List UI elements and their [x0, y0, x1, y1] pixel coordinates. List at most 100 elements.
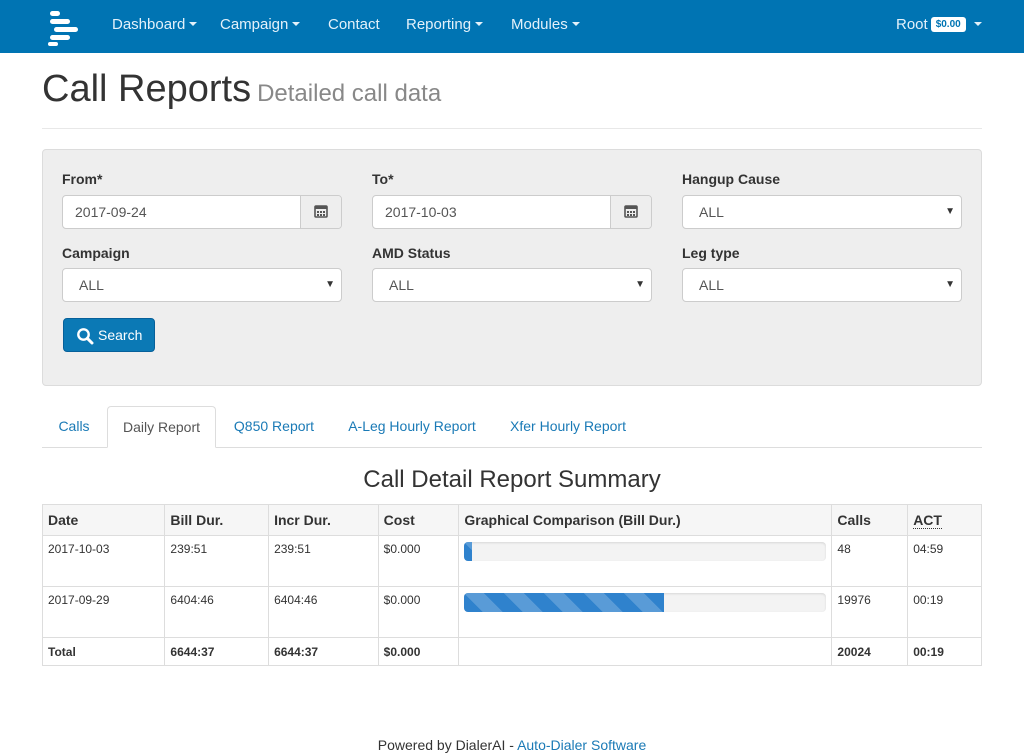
progress-track — [464, 593, 827, 612]
footer: Powered by DialerAI - Auto-Dialer Softwa… — [0, 737, 1024, 753]
cell-date: 2017-10-03 — [41, 535, 166, 587]
to-date-value: 2017-10-03 — [385, 204, 457, 220]
cell-incr-dur: 239:51 — [268, 535, 379, 587]
column-header-bill-dur: Bill Dur. — [164, 504, 270, 536]
balance-badge: $0.00 — [930, 16, 966, 32]
tab-daily-report[interactable]: Daily Report — [107, 406, 216, 448]
nav-modules[interactable]: Modules — [511, 0, 580, 53]
from-date-input[interactable]: 2017-09-24 — [62, 195, 342, 229]
caret-down-icon — [973, 22, 982, 27]
act-abbreviation: ACT — [913, 512, 942, 529]
calendar-icon[interactable] — [300, 196, 341, 228]
campaign-select[interactable]: ALL ▼ — [62, 268, 342, 302]
amd-status-value: ALL — [389, 277, 414, 293]
caret-down-icon — [475, 22, 484, 27]
bars-logo-icon[interactable] — [46, 10, 80, 46]
tab-calls[interactable]: Calls — [58, 418, 90, 434]
cell-cost: $0.000 — [377, 586, 460, 638]
to-date-input[interactable]: 2017-10-03 — [372, 195, 652, 229]
hangup-cause-select[interactable]: ALL ▼ — [682, 195, 962, 229]
to-label: To* — [372, 171, 394, 187]
nav-reporting-label: Reporting — [406, 16, 472, 33]
cell-bill-dur: 6404:46 — [164, 586, 270, 638]
total-label: Total — [41, 637, 166, 666]
total-bill-dur: 6644:37 — [164, 637, 270, 666]
cell-act: 04:59 — [907, 535, 982, 587]
cell-incr-dur: 6404:46 — [268, 586, 379, 638]
progress-track — [464, 542, 827, 561]
dropdown-arrow-icon: ▼ — [325, 279, 335, 290]
nav-campaign[interactable]: Campaign — [220, 0, 301, 53]
hangup-cause-label: Hangup Cause — [682, 171, 781, 187]
caret-down-icon — [571, 22, 580, 27]
cell-calls: 48 — [831, 535, 909, 587]
calendar-icon[interactable] — [610, 196, 651, 228]
footer-text: Powered by DialerAI - — [377, 737, 518, 753]
cell-bill-dur: 239:51 — [164, 535, 270, 587]
total-act: 00:19 — [907, 637, 982, 666]
from-date-value: 2017-09-24 — [75, 204, 147, 220]
column-header-graphical-comparison: Graphical Comparison (Bill Dur.) — [458, 504, 833, 536]
leg-type-select[interactable]: ALL ▼ — [682, 268, 962, 302]
column-header-calls: Calls — [831, 504, 909, 536]
amd-status-label: AMD Status — [372, 245, 451, 261]
cell-date: 2017-09-29 — [41, 586, 166, 638]
nav-campaign-label: Campaign — [220, 16, 289, 33]
dropdown-arrow-icon: ▼ — [945, 206, 955, 217]
page-title-text: Call Reports — [42, 68, 252, 110]
table-row: 2017-10-03 239:51 239:51 $0.000 48 04:59 — [41, 535, 982, 587]
tab-xfer-hourly-report[interactable]: Xfer Hourly Report — [510, 418, 626, 434]
nav-modules-label: Modules — [511, 16, 568, 33]
page-title: Call Reports Detailed call data — [42, 68, 441, 111]
column-header-date: Date — [41, 504, 166, 536]
filter-panel: From* 2017-09-24 To* 2017-10-03 Hangup C… — [42, 149, 982, 386]
cell-act: 00:19 — [907, 586, 982, 638]
column-header-cost: Cost — [377, 504, 460, 536]
top-navbar: Dashboard Campaign Contact Reporting Mod… — [0, 0, 1024, 53]
campaign-label: Campaign — [62, 245, 130, 261]
caret-down-icon — [292, 22, 301, 27]
nav-dashboard-label: Dashboard — [112, 16, 186, 33]
nav-dashboard[interactable]: Dashboard — [112, 0, 198, 53]
tab-q850-report[interactable]: Q850 Report — [233, 418, 315, 434]
cell-graphical-comparison — [458, 535, 833, 587]
user-menu[interactable]: Root $0.00 — [896, 0, 982, 53]
tabs-divider — [42, 447, 982, 448]
page-subtitle: Detailed call data — [257, 80, 442, 107]
cell-calls: 19976 — [831, 586, 909, 638]
total-calls: 20024 — [831, 637, 909, 666]
progress-bar — [464, 593, 664, 612]
column-header-act: ACT — [907, 504, 982, 536]
search-button-label: Search — [98, 327, 143, 343]
report-title: Call Detail Report Summary — [363, 466, 661, 493]
caret-down-icon — [189, 22, 198, 27]
leg-type-value: ALL — [699, 277, 724, 293]
title-divider — [42, 128, 982, 129]
user-name: Root — [896, 16, 928, 33]
column-header-incr-dur: Incr Dur. — [268, 504, 379, 536]
total-cost: $0.000 — [377, 637, 460, 666]
progress-bar — [464, 542, 472, 561]
nav-reporting[interactable]: Reporting — [406, 0, 484, 53]
campaign-value: ALL — [79, 277, 104, 293]
search-icon — [77, 328, 94, 345]
leg-type-label: Leg type — [682, 245, 740, 261]
tab-a-leg-hourly-report[interactable]: A-Leg Hourly Report — [348, 418, 476, 434]
footer-link[interactable]: Auto-Dialer Software — [517, 737, 647, 753]
hangup-cause-value: ALL — [699, 204, 724, 220]
nav-contact[interactable]: Contact — [328, 0, 380, 53]
from-label: From* — [62, 171, 103, 187]
cell-graphical-comparison — [458, 586, 833, 638]
amd-status-select[interactable]: ALL ▼ — [372, 268, 652, 302]
dropdown-arrow-icon: ▼ — [635, 279, 645, 290]
dropdown-arrow-icon: ▼ — [945, 279, 955, 290]
report-table: Date Bill Dur. Incr Dur. Cost Graphical … — [41, 504, 982, 666]
cell-cost: $0.000 — [377, 535, 460, 587]
nav-contact-label: Contact — [328, 16, 380, 33]
table-header-row: Date Bill Dur. Incr Dur. Cost Graphical … — [41, 504, 982, 536]
total-graphical-comparison — [458, 637, 833, 666]
total-incr-dur: 6644:37 — [268, 637, 379, 666]
search-button[interactable]: Search — [63, 318, 155, 352]
table-row: 2017-09-29 6404:46 6404:46 $0.000 19976 … — [41, 586, 982, 638]
table-total-row: Total 6644:37 6644:37 $0.000 20024 00:19 — [41, 637, 982, 666]
